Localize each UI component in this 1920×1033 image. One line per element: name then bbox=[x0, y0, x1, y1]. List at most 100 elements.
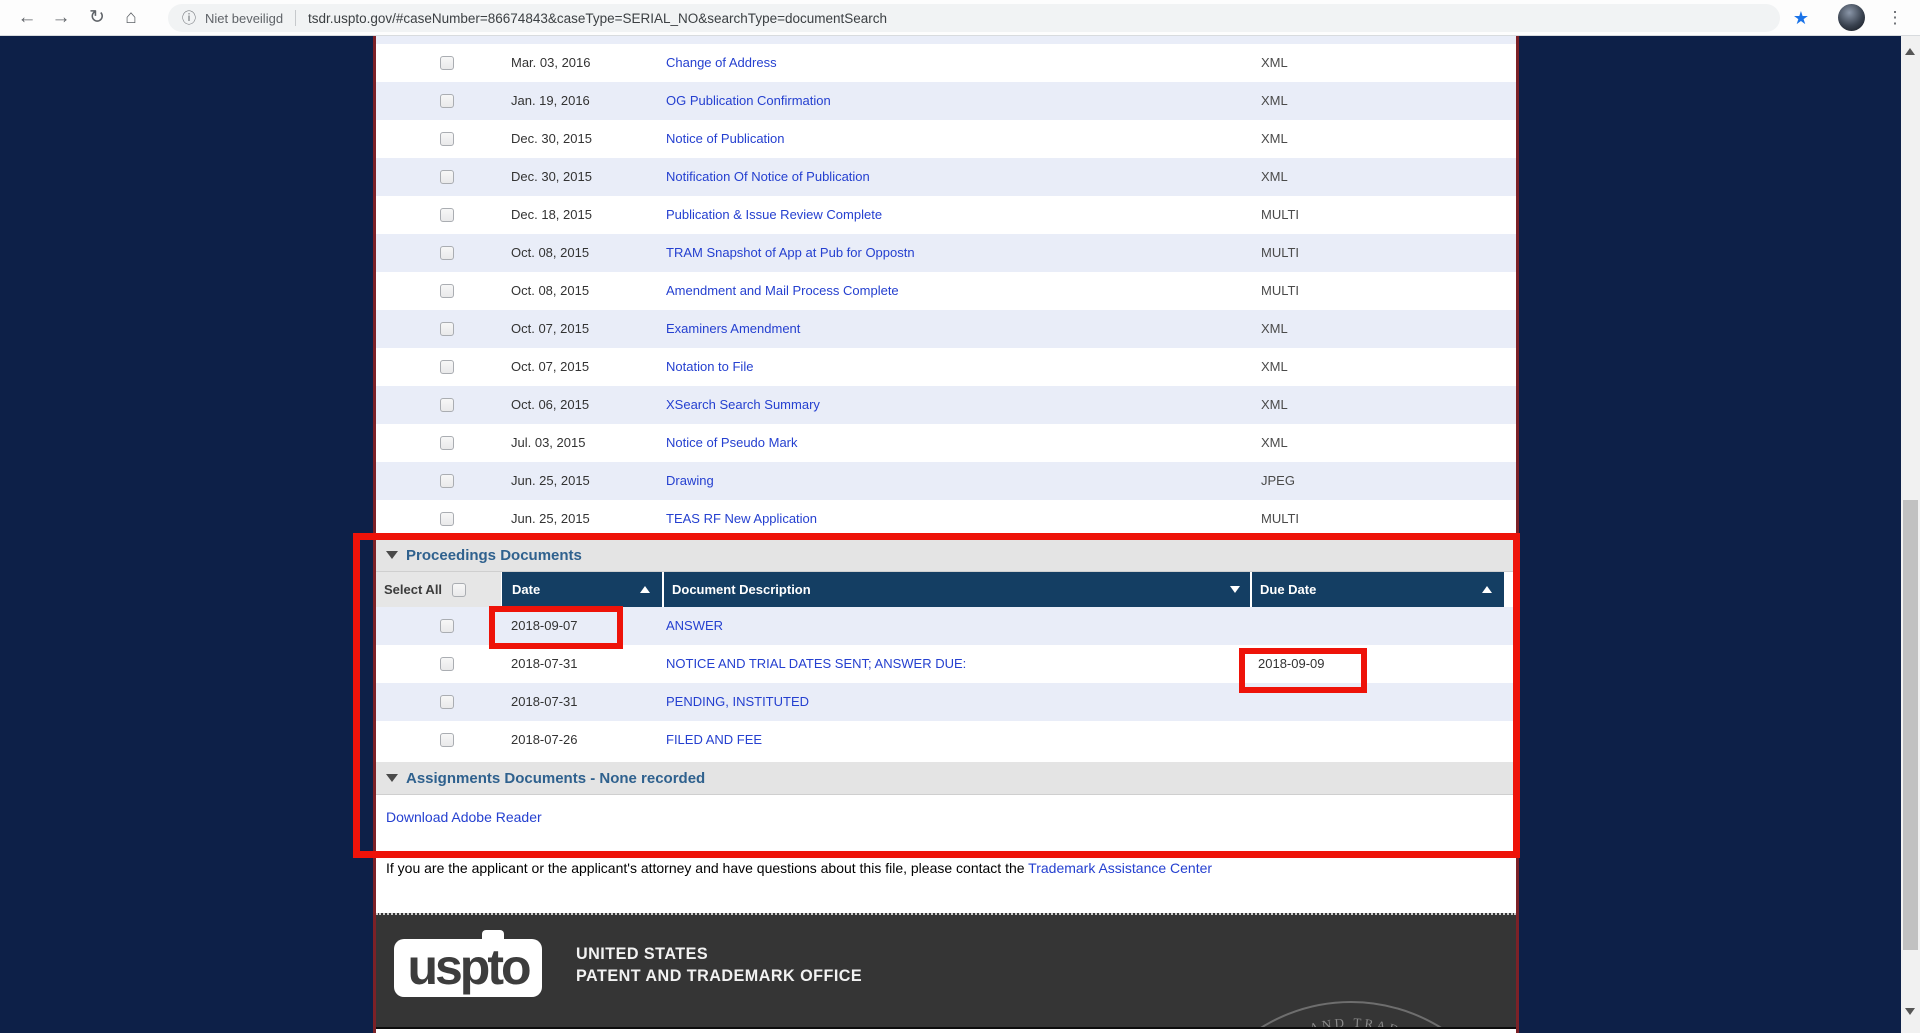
proceeding-date: 2018-07-31 bbox=[511, 656, 578, 671]
document-row: Jul. 03, 2015 Notice of Pseudo Mark XML bbox=[376, 424, 1516, 462]
document-date: Jan. 19, 2016 bbox=[511, 93, 590, 108]
row-checkbox[interactable] bbox=[440, 695, 454, 709]
document-row: Oct. 07, 2015 Examiners Amendment XML bbox=[376, 310, 1516, 348]
document-link[interactable]: Examiners Amendment bbox=[666, 321, 801, 336]
proceedings-section-header[interactable]: Proceedings Documents bbox=[376, 539, 1516, 572]
column-header-due-date[interactable]: Due Date bbox=[1252, 572, 1504, 607]
collapse-triangle-icon bbox=[386, 551, 398, 559]
row-checkbox[interactable] bbox=[440, 56, 454, 70]
row-checkbox[interactable] bbox=[440, 436, 454, 450]
document-link[interactable]: Change of Address bbox=[666, 55, 777, 70]
proceeding-date: 2018-07-31 bbox=[511, 694, 578, 709]
uspto-footer: uspto UNITED STATES PATENT AND TRADEMARK… bbox=[376, 913, 1516, 1029]
document-type: XML bbox=[1261, 55, 1288, 70]
profile-avatar[interactable] bbox=[1838, 4, 1865, 31]
scrollbar-thumb[interactable] bbox=[1903, 500, 1918, 950]
document-row: Dec. 30, 2015 Notice of Publication XML bbox=[376, 120, 1516, 158]
bookmark-star-icon[interactable]: ★ bbox=[1792, 8, 1810, 28]
row-checkbox[interactable] bbox=[440, 170, 454, 184]
page-info-icon[interactable]: ⓘ bbox=[182, 10, 196, 26]
select-all-checkbox[interactable] bbox=[452, 582, 467, 597]
proceeding-link[interactable]: PENDING, INSTITUTED bbox=[666, 694, 810, 709]
browser-menu-icon[interactable]: ⋮ bbox=[1886, 8, 1904, 27]
document-row: Mar. 03, 2016 Change of Address XML bbox=[376, 44, 1516, 82]
document-row: Dec. 18, 2015 Publication & Issue Review… bbox=[376, 196, 1516, 234]
row-checkbox[interactable] bbox=[440, 398, 454, 412]
document-date: Jul. 03, 2015 bbox=[511, 435, 586, 450]
proceeding-row: 2018-07-31 PENDING, INSTITUTED bbox=[376, 683, 1516, 721]
row-checkbox[interactable] bbox=[440, 208, 454, 222]
document-link[interactable]: Notice of Pseudo Mark bbox=[666, 435, 798, 450]
footer-bottom-strip bbox=[376, 1027, 1516, 1029]
document-type: MULTI bbox=[1261, 283, 1300, 298]
document-type: XML bbox=[1261, 321, 1288, 336]
row-checkbox[interactable] bbox=[440, 657, 454, 671]
document-type: XML bbox=[1261, 435, 1288, 450]
row-checkbox[interactable] bbox=[440, 360, 454, 374]
uspto-logo: uspto bbox=[394, 930, 542, 997]
assignments-title: Assignments Documents - None recorded bbox=[406, 769, 706, 787]
proceeding-link[interactable]: FILED AND FEE bbox=[666, 732, 763, 747]
documents-table-body: Mar. 03, 2016 Change of Address XML Jan.… bbox=[376, 44, 1516, 538]
document-link[interactable]: Notation to File bbox=[666, 359, 754, 374]
document-type: JPEG bbox=[1261, 473, 1295, 488]
row-checkbox[interactable] bbox=[440, 284, 454, 298]
download-adobe-reader-link[interactable]: Download Adobe Reader bbox=[386, 809, 542, 825]
document-date: Dec. 30, 2015 bbox=[511, 169, 592, 184]
logo-notch bbox=[482, 930, 504, 944]
document-link[interactable]: Drawing bbox=[666, 473, 714, 488]
notice-text: If you are the applicant or the applican… bbox=[386, 860, 1029, 876]
proceeding-row: 2018-09-07 ANSWER bbox=[376, 607, 1516, 645]
row-checkbox[interactable] bbox=[440, 322, 454, 336]
trademark-assistance-center-link[interactable]: Trademark Assistance Center bbox=[1028, 860, 1213, 876]
proceedings-title: Proceedings Documents bbox=[406, 546, 582, 564]
document-link[interactable]: Notification Of Notice of Publication bbox=[666, 169, 870, 184]
document-link[interactable]: XSearch Search Summary bbox=[666, 397, 820, 412]
row-checkbox[interactable] bbox=[440, 132, 454, 146]
forward-icon[interactable]: → bbox=[51, 7, 71, 28]
document-link[interactable]: TRAM Snapshot of App at Pub for Oppostn bbox=[666, 245, 915, 260]
address-bar[interactable]: ⓘ Niet beveiligd tsdr.uspto.gov/#caseNum… bbox=[168, 4, 1780, 32]
document-link[interactable]: Notice of Publication bbox=[666, 131, 785, 146]
select-all-cell: Select All bbox=[376, 572, 501, 607]
row-checkbox[interactable] bbox=[440, 733, 454, 747]
document-date: Oct. 06, 2015 bbox=[511, 397, 590, 412]
assignments-section-header[interactable]: Assignments Documents - None recorded bbox=[376, 762, 1516, 795]
refresh-icon[interactable]: ↻ bbox=[89, 7, 105, 28]
sort-asc-icon bbox=[640, 586, 650, 593]
row-checkbox[interactable] bbox=[440, 246, 454, 260]
document-link[interactable]: TEAS RF New Application bbox=[666, 511, 818, 526]
row-checkbox[interactable] bbox=[440, 512, 454, 526]
document-date: Oct. 08, 2015 bbox=[511, 283, 590, 298]
document-date: Mar. 03, 2016 bbox=[511, 55, 591, 70]
document-type: MULTI bbox=[1261, 207, 1300, 222]
document-link[interactable]: OG Publication Confirmation bbox=[666, 93, 831, 108]
document-date: Oct. 07, 2015 bbox=[511, 359, 590, 374]
sort-asc-icon bbox=[1482, 586, 1492, 593]
date-column-label: Date bbox=[512, 582, 541, 597]
document-row: Dec. 30, 2015 Notification Of Notice of … bbox=[376, 158, 1516, 196]
partial-row-strip bbox=[376, 36, 1516, 44]
scroll-down-icon[interactable] bbox=[1905, 1008, 1915, 1015]
document-date: Oct. 07, 2015 bbox=[511, 321, 590, 336]
proceedings-table-body: 2018-09-07 ANSWER 2018-07-31 NOTICE AND … bbox=[376, 607, 1516, 759]
page-scrollbar[interactable] bbox=[1901, 36, 1920, 1033]
document-link[interactable]: Amendment and Mail Process Complete bbox=[666, 283, 899, 298]
home-icon[interactable]: ⌂ bbox=[125, 7, 137, 28]
document-row: Oct. 08, 2015 Amendment and Mail Process… bbox=[376, 272, 1516, 310]
document-link[interactable]: Publication & Issue Review Complete bbox=[666, 207, 883, 222]
description-column-label: Document Description bbox=[672, 582, 811, 597]
proceeding-link[interactable]: ANSWER bbox=[666, 618, 724, 633]
column-header-description[interactable]: Document Description bbox=[664, 572, 1250, 607]
row-checkbox[interactable] bbox=[440, 474, 454, 488]
scroll-up-icon[interactable] bbox=[1905, 48, 1915, 55]
url-text[interactable]: tsdr.uspto.gov/#caseNumber=86674843&case… bbox=[308, 10, 888, 26]
row-checkbox[interactable] bbox=[440, 619, 454, 633]
document-date: Dec. 18, 2015 bbox=[511, 207, 592, 222]
column-header-date[interactable]: Date bbox=[502, 572, 662, 607]
row-checkbox[interactable] bbox=[440, 94, 454, 108]
back-icon[interactable]: ← bbox=[17, 7, 37, 28]
proceeding-link[interactable]: NOTICE AND TRIAL DATES SENT; ANSWER DUE: bbox=[666, 656, 967, 671]
proceeding-row: 2018-07-26 FILED AND FEE bbox=[376, 721, 1516, 759]
security-label: Niet beveiligd bbox=[205, 10, 284, 26]
